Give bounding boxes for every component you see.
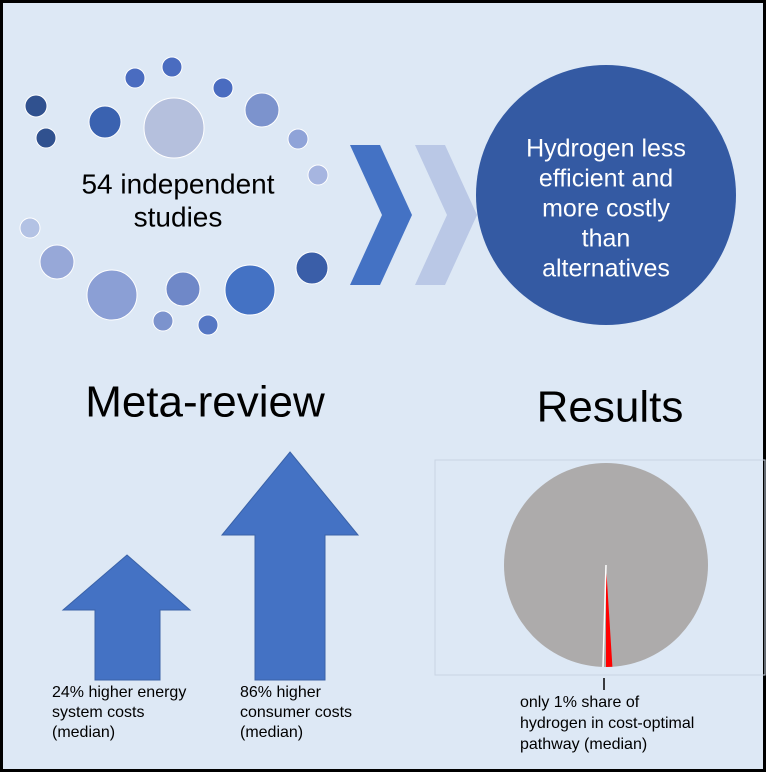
result-circle — [476, 65, 736, 325]
pie-slice — [606, 565, 613, 667]
arrow-caption: system costs — [52, 704, 144, 721]
study-dots — [19, 56, 329, 336]
dot — [295, 251, 329, 285]
pie-panel — [434, 459, 766, 676]
result-label: more costly — [542, 195, 670, 223]
dot — [165, 271, 201, 307]
dot — [161, 56, 183, 78]
arrow-caption: (median) — [52, 724, 115, 741]
dot — [143, 97, 205, 159]
dot — [39, 244, 75, 280]
dot — [24, 94, 48, 118]
dot — [152, 310, 174, 332]
pie-edge — [602, 564, 607, 668]
dot — [212, 77, 234, 99]
arrow — [61, 554, 192, 681]
dot — [197, 314, 219, 336]
pie-caption: only 1% share of — [520, 694, 640, 711]
result-label: efficient and — [539, 165, 673, 193]
circle-label: 54 independent — [81, 168, 274, 199]
arrow-caption: (median) — [240, 724, 303, 741]
result-label: Hydrogen less — [526, 135, 686, 163]
dot — [244, 92, 280, 128]
arrow — [220, 451, 360, 681]
chevron — [350, 145, 412, 285]
dot — [307, 164, 329, 186]
dot — [124, 67, 146, 89]
heading: Results — [537, 383, 684, 432]
chevron — [415, 145, 477, 285]
result-label: alternatives — [542, 255, 670, 283]
arrow-caption: 86% higher — [240, 684, 322, 701]
circle-label: studies — [134, 201, 223, 232]
dot — [86, 269, 138, 321]
result-label: than — [582, 225, 631, 253]
pie-caption: hydrogen in cost-optimal — [520, 715, 694, 732]
dot — [35, 127, 57, 149]
dot — [88, 105, 122, 139]
heading: Meta-review — [85, 378, 325, 427]
arrow-caption: 24% higher energy — [52, 684, 186, 701]
dot — [224, 264, 276, 316]
dot — [287, 128, 309, 150]
pie-caption: pathway (median) — [520, 736, 647, 753]
arrow-caption: consumer costs — [240, 704, 352, 721]
dot — [19, 217, 41, 239]
